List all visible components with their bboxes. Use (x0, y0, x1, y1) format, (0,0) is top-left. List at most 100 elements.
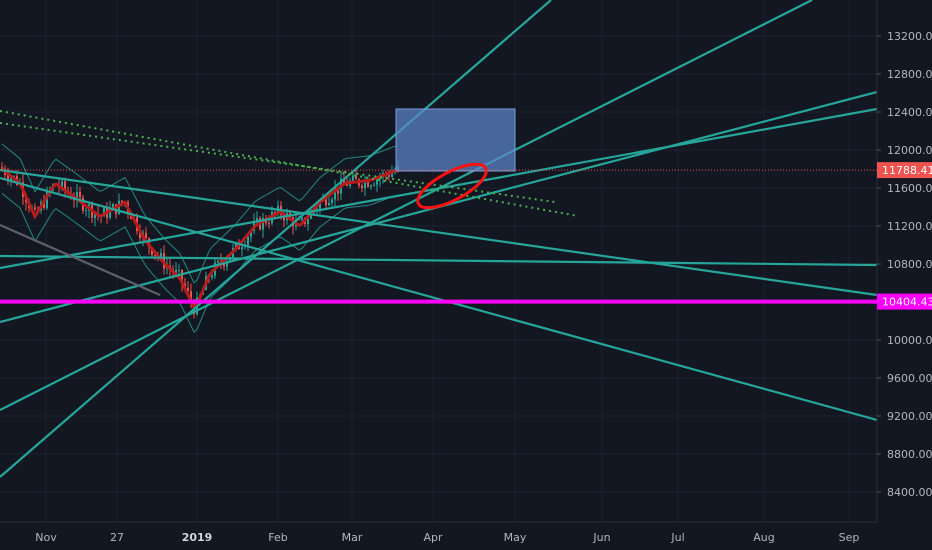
candle-body (139, 230, 141, 239)
trend-line (0, 254, 877, 267)
channel-line-upper (0, 110, 579, 217)
candle-body (226, 261, 228, 267)
y-tick-label: 9600.00 (887, 372, 932, 385)
candle-body (178, 269, 180, 271)
x-tick-label: Apr (423, 531, 443, 544)
bollinger-lower (1, 193, 398, 334)
y-tick-label: 9200.00 (887, 410, 932, 423)
candle-body (256, 218, 258, 222)
x-tick-label: May (504, 531, 527, 544)
x-tick-label: Jun (592, 531, 610, 544)
y-tick-label: 10800.00 (887, 258, 932, 271)
candle-body (376, 179, 378, 185)
candle-body (145, 232, 147, 239)
y-tick-label: 12400.00 (887, 106, 932, 119)
trend-line (0, 0, 552, 478)
candle-body (391, 172, 393, 177)
trend-line (0, 0, 813, 411)
candle-body (94, 213, 96, 218)
candle-body (247, 236, 249, 246)
candle-body (181, 269, 183, 284)
candle-body (262, 218, 264, 230)
x-tick-label: Sep (839, 531, 860, 544)
candle-body (148, 238, 150, 248)
candle-body (361, 185, 363, 189)
y-tick-label: 8800.00 (887, 448, 932, 461)
y-tick-label: 8400.00 (887, 486, 932, 499)
candle-body (160, 253, 162, 257)
trend-line (0, 168, 877, 297)
candle-body (10, 177, 12, 180)
candle-body (34, 207, 36, 210)
moving-average (1, 167, 398, 310)
candle-body (373, 184, 375, 186)
candle-body (328, 202, 330, 206)
candle-body (301, 217, 303, 220)
price-label-text: 10404.43 (882, 296, 932, 309)
candle-body (241, 247, 243, 250)
x-tick-label: Nov (35, 531, 57, 544)
candle-body (112, 204, 114, 209)
candle-body (367, 180, 369, 187)
candle-body (103, 208, 105, 217)
candle-body (316, 208, 318, 210)
candle-body (298, 219, 300, 221)
y-tick-label: 11200.00 (887, 220, 932, 233)
candle-body (151, 247, 153, 255)
y-tick-label: 12000.00 (887, 144, 932, 157)
candle-body (64, 181, 66, 191)
candle-body (154, 254, 156, 256)
trend-line (0, 107, 877, 270)
candle-body (175, 270, 177, 273)
x-tick-label: Jul (670, 531, 684, 544)
y-tick-label: 10000.00 (887, 334, 932, 347)
y-tick-label: 12800.00 (887, 68, 932, 81)
price-label-background (877, 162, 932, 179)
time-axis[interactable]: Nov 27 2019 Feb Mar Apr May Jun Jul Aug Sep (35, 531, 859, 544)
candle-body (307, 218, 309, 224)
trend-line (0, 176, 877, 422)
candle-body (1, 167, 3, 169)
candle-body (388, 174, 390, 177)
x-tick-label: Feb (268, 531, 287, 544)
moving-average-line (1, 167, 398, 310)
candle-body (43, 202, 45, 208)
price-axis-background (877, 0, 932, 550)
price-label-text: 11788.41 (882, 164, 932, 177)
price-axis[interactable]: 8400.00 8800.00 9200.00 9600.00 10000.00 1040… (877, 30, 932, 499)
candle-body (274, 211, 276, 214)
candle-body (370, 185, 372, 187)
candle-body (250, 230, 252, 237)
candle-body (85, 210, 87, 212)
candle-body (343, 178, 345, 183)
candle-body (190, 291, 192, 303)
candle-body (187, 287, 189, 292)
candle-body (283, 214, 285, 221)
price-labels: 11788.41 10404.43 (0, 162, 932, 310)
y-tick-label: 11600.00 (887, 182, 932, 195)
candle-body (61, 181, 63, 188)
price-label-background (877, 293, 932, 310)
candle-body (217, 260, 219, 263)
candle-body (223, 264, 225, 267)
candle-body (235, 242, 237, 248)
candle-body (355, 175, 357, 180)
x-tick-label: Aug (753, 531, 774, 544)
candle-body (331, 199, 333, 203)
candle-body (352, 175, 354, 181)
x-tick-label: Mar (342, 531, 363, 544)
candle-body (364, 180, 366, 189)
highlight-ellipse (416, 162, 488, 210)
trend-line (0, 223, 161, 297)
candle-body (109, 208, 111, 218)
candle-body (7, 175, 9, 180)
candle-body (334, 188, 336, 200)
candle-body (325, 197, 327, 206)
bollinger-upper (1, 143, 398, 284)
candle-body (268, 223, 270, 225)
x-tick-label: 27 (110, 531, 124, 544)
candle-body (337, 188, 339, 194)
candle-body (76, 191, 78, 201)
target-box (395, 108, 516, 172)
